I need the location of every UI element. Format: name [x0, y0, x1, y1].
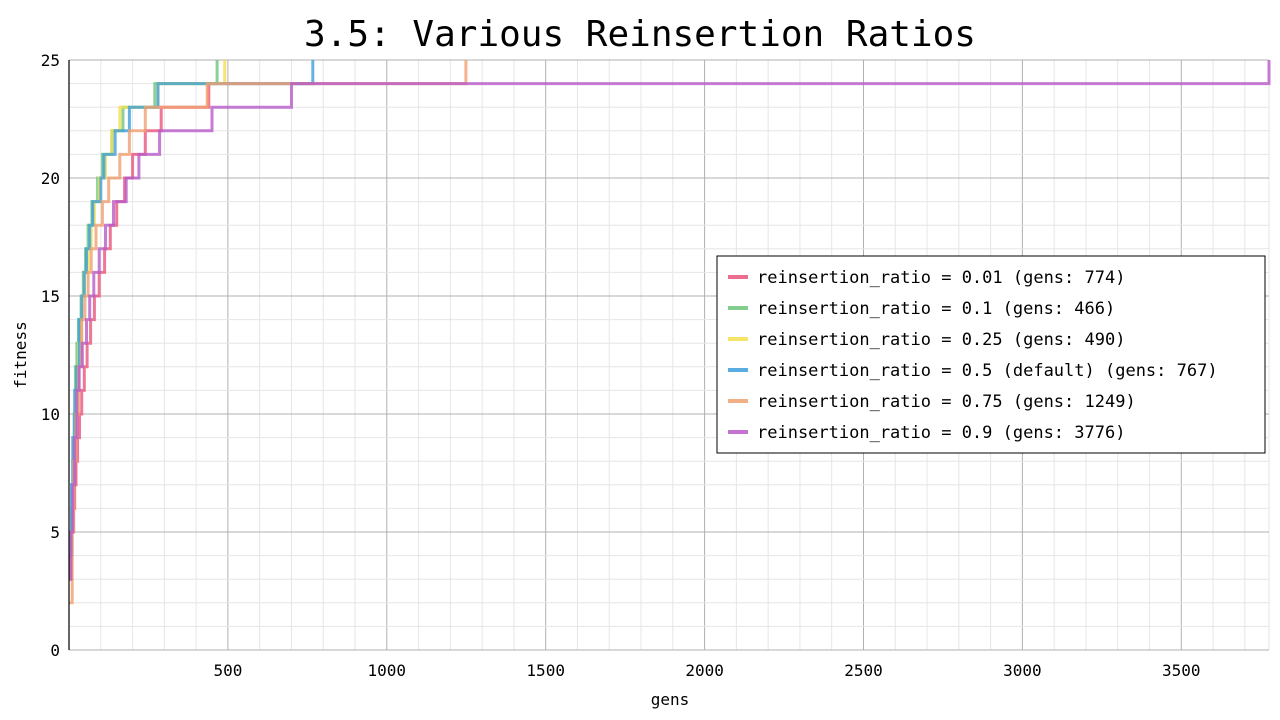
series-line-2: [69, 60, 219, 558]
y-axis-label: fitness: [11, 321, 30, 388]
y-tick-label: 10: [41, 405, 60, 424]
y-tick-label: 5: [50, 523, 60, 542]
legend-label-1: reinsertion_ratio = 0.01 (gens: 774): [757, 268, 1125, 288]
series-line-4: [69, 60, 315, 558]
y-tick-label: 20: [41, 169, 60, 188]
chart-title: 3.5: Various Reinsertion Ratios: [304, 14, 976, 55]
x-tick-label: 2500: [844, 661, 883, 680]
legend-label-5: reinsertion_ratio = 0.75 (gens: 1249): [757, 392, 1136, 412]
chart-grid: [69, 59, 1270, 651]
series-line-6: [69, 60, 1271, 581]
legend-label-4: reinsertion_ratio = 0.5 (default) (gens:…: [757, 361, 1218, 381]
y-tick-labels: 0 5 10 15 20 25: [41, 51, 60, 660]
x-tick-label: 1000: [368, 661, 407, 680]
x-tick-label: 3500: [1162, 661, 1201, 680]
y-tick-label: 15: [41, 287, 60, 306]
legend: reinsertion_ratio = 0.01 (gens: 774) rein…: [716, 255, 1266, 454]
x-tick-label: 3000: [1003, 661, 1042, 680]
x-tick-label: 1500: [526, 661, 565, 680]
chart-series: [69, 60, 1271, 605]
x-tick-label: 500: [213, 661, 242, 680]
x-axis-label: gens: [651, 690, 690, 709]
legend-box: [716, 255, 1266, 454]
legend-label-6: reinsertion_ratio = 0.9 (gens: 3776): [757, 423, 1125, 443]
legend-label-3: reinsertion_ratio = 0.25 (gens: 490): [757, 330, 1125, 350]
x-tick-label: 2000: [685, 661, 724, 680]
y-tick-label: 25: [41, 51, 60, 70]
series-line-5: [69, 60, 468, 605]
legend-label-2: reinsertion_ratio = 0.1 (gens: 466): [757, 299, 1115, 319]
x-tick-labels: 500 1000 1500 2000 2500 3000 3500: [213, 661, 1200, 680]
y-tick-label: 0: [50, 641, 60, 660]
